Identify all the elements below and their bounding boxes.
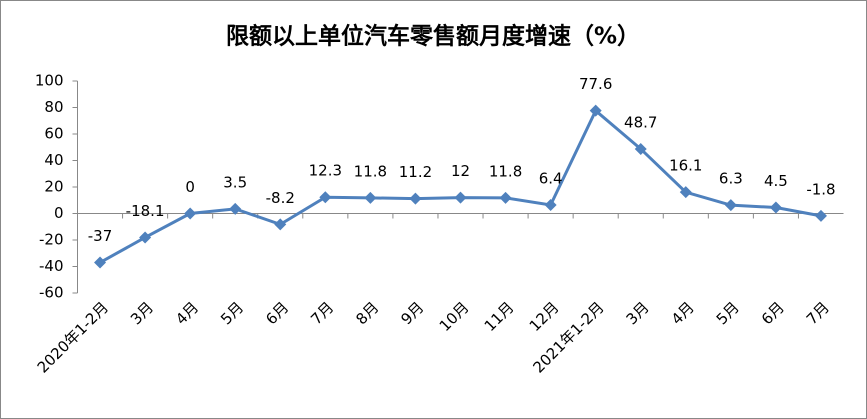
data-label: -8.2: [266, 189, 295, 207]
data-point: [364, 191, 377, 204]
data-point: [184, 207, 197, 220]
data-label: -37: [88, 227, 113, 245]
data-point: [679, 186, 692, 199]
y-tick-label: 60: [44, 125, 63, 143]
data-point: [769, 201, 782, 214]
data-label: 4.5: [764, 172, 788, 190]
data-point: [814, 209, 827, 222]
y-tick-label: 40: [44, 151, 63, 169]
y-tick-label: 20: [44, 178, 63, 196]
data-point: [229, 202, 242, 215]
data-point: [499, 191, 512, 204]
data-point: [724, 199, 737, 212]
data-label: 11.8: [354, 162, 387, 180]
data-label: 6.3: [719, 170, 743, 188]
data-label: 0: [185, 178, 195, 196]
data-label: 48.7: [624, 113, 657, 131]
data-label: 12.3: [309, 162, 342, 180]
data-label: 77.6: [579, 75, 612, 93]
data-label: -18.1: [126, 202, 165, 220]
data-label: -1.8: [806, 180, 835, 198]
y-tick-label: 100: [35, 72, 64, 90]
y-tick-label: -40: [39, 257, 64, 275]
data-point: [319, 191, 332, 204]
data-label: 6.4: [539, 170, 563, 188]
data-point: [544, 199, 557, 212]
data-label: 11.2: [399, 163, 432, 181]
data-point: [409, 192, 422, 205]
chart-title: 限额以上单位汽车零售额月度增速（%）: [226, 23, 640, 50]
y-tick-label: 80: [44, 98, 63, 116]
y-tick-label: 0: [54, 204, 64, 222]
data-point: [589, 104, 602, 117]
y-tick-label: -20: [39, 231, 64, 249]
data-point: [274, 218, 287, 231]
data-label: 16.1: [669, 157, 702, 175]
y-tick-label: -60: [39, 284, 64, 302]
data-label: 12: [451, 162, 470, 180]
data-label: 11.8: [489, 162, 522, 180]
data-point: [634, 142, 647, 155]
data-label: 3.5: [223, 173, 247, 191]
data-point: [139, 231, 152, 244]
data-point: [454, 191, 467, 204]
data-point: [94, 256, 107, 269]
